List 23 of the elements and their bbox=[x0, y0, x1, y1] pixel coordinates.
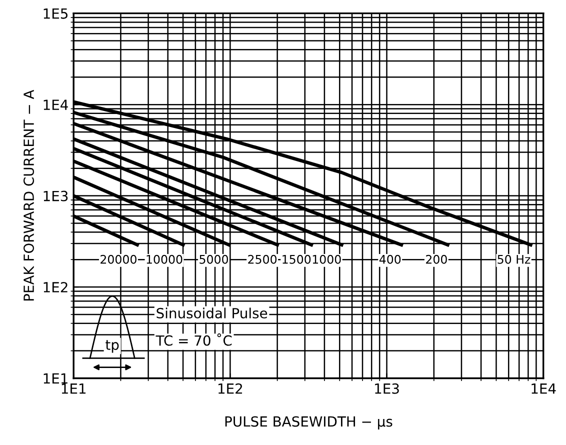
x-tick-label: 1E1 bbox=[62, 384, 86, 394]
x-tick-label: 1E4 bbox=[532, 384, 556, 394]
series-label: 10000 bbox=[146, 254, 182, 264]
y-tick-label: 1E4 bbox=[44, 100, 68, 110]
y-tick-label: 1E1 bbox=[44, 373, 68, 384]
y-tick-label: 1E5 bbox=[44, 8, 68, 19]
series-label: 1500 bbox=[282, 254, 311, 264]
series-label: 20000 bbox=[100, 254, 136, 264]
series-label: 5000 bbox=[200, 254, 228, 264]
series-label: 1000 bbox=[312, 254, 341, 264]
annotation: Sinusoidal Pulse bbox=[156, 308, 268, 318]
series-label: 400 bbox=[379, 254, 401, 264]
y-axis-title: PEAK FORWARD CURRENT − A bbox=[24, 90, 34, 301]
series-label: 50 Hz bbox=[498, 254, 530, 264]
series-label: 200 bbox=[426, 254, 447, 264]
x-tick-label: 1E2 bbox=[218, 383, 242, 394]
series-label: 2500 bbox=[248, 254, 277, 264]
x-tick-label: 1E3 bbox=[375, 383, 399, 394]
annotation: TC = 70 ˚C bbox=[156, 333, 232, 346]
x-axis-title: PULSE BASEWIDTH − μs bbox=[225, 416, 392, 430]
annotation: tp bbox=[106, 340, 119, 353]
y-tick-label: 1E2 bbox=[44, 282, 68, 292]
y-tick-label: 1E3 bbox=[44, 190, 68, 202]
